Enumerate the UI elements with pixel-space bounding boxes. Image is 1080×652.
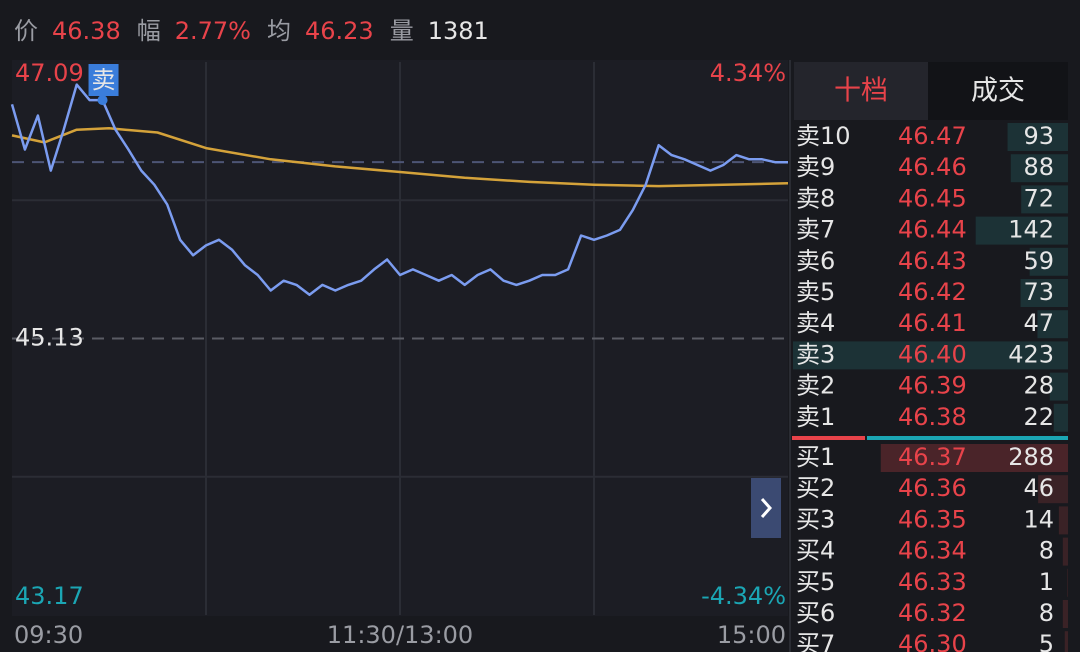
row-volume: 28 xyxy=(1023,372,1054,400)
volume-bar xyxy=(793,341,1068,370)
row-label: 卖2 xyxy=(796,372,835,400)
volume-bar xyxy=(1037,310,1068,339)
row-price: 46.36 xyxy=(898,474,967,502)
volume-bar xyxy=(1049,372,1068,401)
volume-bar xyxy=(1038,475,1068,504)
row-price: 46.33 xyxy=(898,568,967,596)
row-label: 卖7 xyxy=(796,216,835,244)
row-price: 46.41 xyxy=(898,309,967,337)
annotation-dot xyxy=(97,95,108,106)
volume-bar xyxy=(1064,631,1068,652)
header-value: 1381 xyxy=(428,17,489,45)
header-label: 幅 xyxy=(137,17,161,45)
row-price: 46.44 xyxy=(898,216,967,244)
y-tick-label: 45.13 xyxy=(15,324,84,352)
volume-bar xyxy=(1062,600,1068,628)
volume-bar xyxy=(1062,537,1068,566)
row-price: 46.32 xyxy=(898,599,967,627)
expand-button[interactable] xyxy=(751,478,781,538)
row-volume: 22 xyxy=(1023,403,1054,431)
row-label: 买6 xyxy=(796,599,835,627)
x-tick-label: 15:00 xyxy=(717,621,786,649)
row-volume: 8 xyxy=(1039,537,1054,565)
row-volume: 88 xyxy=(1023,153,1054,181)
row-volume: 47 xyxy=(1023,309,1054,337)
row-label: 卖3 xyxy=(796,340,835,368)
row-price: 46.37 xyxy=(898,443,967,471)
row-label: 卖6 xyxy=(796,247,835,275)
row-volume: 72 xyxy=(1023,184,1054,212)
row-price: 46.45 xyxy=(898,184,967,212)
row-volume: 14 xyxy=(1023,505,1054,533)
tab-active[interactable] xyxy=(794,62,928,120)
annotation-box xyxy=(88,64,119,96)
row-label: 买5 xyxy=(796,568,835,596)
volume-bar xyxy=(1029,247,1068,276)
tab-label[interactable]: 成交 xyxy=(971,76,1025,107)
row-label: 买3 xyxy=(796,505,835,533)
expand-icon[interactable] xyxy=(760,498,773,518)
volume-bar xyxy=(1053,403,1068,432)
row-price: 46.39 xyxy=(898,372,967,400)
row-label: 买7 xyxy=(796,630,835,652)
row-price: 46.46 xyxy=(898,153,967,181)
row-price: 46.42 xyxy=(898,278,967,306)
volume-bar xyxy=(1058,506,1068,535)
row-volume: 46 xyxy=(1023,474,1054,502)
tab-label[interactable]: 十档 xyxy=(834,76,888,107)
row-label: 买1 xyxy=(796,443,835,471)
row-volume: 142 xyxy=(1008,216,1054,244)
header-value: 46.38 xyxy=(52,17,121,45)
header-label: 量 xyxy=(390,17,414,45)
row-price: 46.38 xyxy=(898,403,967,431)
series-line xyxy=(10,83,788,297)
y-tick-label: 43.17 xyxy=(15,582,84,610)
volume-bar xyxy=(1067,568,1068,597)
row-label: 卖8 xyxy=(796,184,835,212)
row-price: 46.47 xyxy=(898,122,967,150)
row-label: 卖4 xyxy=(796,309,835,337)
volume-bar xyxy=(1021,185,1068,214)
series-line xyxy=(11,127,789,188)
row-volume: 423 xyxy=(1008,340,1054,368)
x-tick-label: 09:30 xyxy=(14,621,83,649)
annotation-text: 卖 xyxy=(92,66,116,94)
row-price: 46.34 xyxy=(898,537,967,565)
volume-bar xyxy=(1020,279,1068,307)
row-volume: 288 xyxy=(1008,443,1054,471)
row-label: 卖10 xyxy=(796,122,851,150)
y2-tick-label: -4.34% xyxy=(701,582,786,610)
header-value: 46.23 xyxy=(305,17,374,45)
y2-tick-label: 4.34% xyxy=(710,59,786,87)
row-label: 卖9 xyxy=(796,153,835,181)
row-label: 卖1 xyxy=(796,403,835,431)
row-volume: 59 xyxy=(1023,247,1054,275)
row-volume: 93 xyxy=(1023,122,1054,150)
x-tick-label: 11:30/13:00 xyxy=(327,621,473,649)
volume-bar xyxy=(975,216,1068,245)
row-price: 46.30 xyxy=(898,630,967,652)
row-volume: 73 xyxy=(1023,278,1054,306)
header-label: 均 xyxy=(267,17,291,45)
row-price: 46.40 xyxy=(898,340,967,368)
row-price: 46.35 xyxy=(898,505,967,533)
row-volume: 8 xyxy=(1039,599,1054,627)
header-label: 价 xyxy=(14,17,38,45)
row-volume: 5 xyxy=(1039,630,1054,652)
y-tick-label: 47.09 xyxy=(15,59,84,87)
volume-bar xyxy=(1010,154,1068,183)
header-value: 2.77% xyxy=(175,17,251,45)
volume-bar xyxy=(1007,123,1068,151)
row-price: 46.43 xyxy=(898,247,967,275)
row-label: 卖5 xyxy=(796,278,835,306)
tab[interactable] xyxy=(928,62,1068,120)
row-volume: 1 xyxy=(1039,568,1054,596)
row-label: 买2 xyxy=(796,474,835,502)
volume-bar xyxy=(880,444,1068,472)
row-label: 买4 xyxy=(796,537,835,565)
